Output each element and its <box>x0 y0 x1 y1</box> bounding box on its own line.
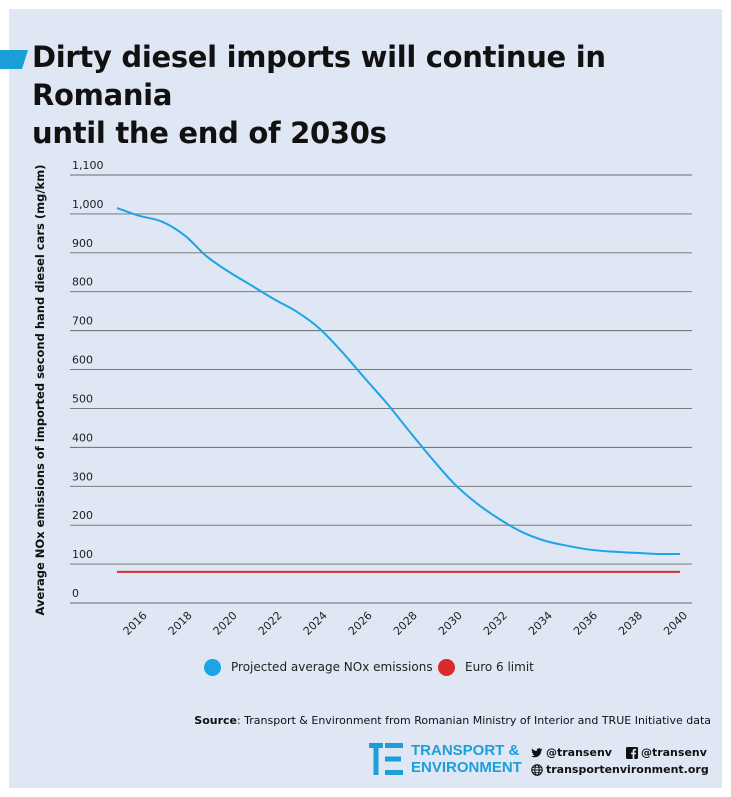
line-chart: 0 100 200 300 400 500 600 700 800 900 1,000 1,100 20… <box>70 159 692 638</box>
x-tick-label: 2038 <box>616 609 645 638</box>
website-link[interactable]: transportenvironment.org <box>546 763 709 776</box>
title-line-1: Dirty diesel imports will continue in Ro… <box>32 40 606 112</box>
x-tick-label: 2016 <box>121 609 150 638</box>
brand-logo: TRANSPORT & ENVIRONMENT <box>369 742 522 776</box>
chart-title: Dirty diesel imports will continue in Ro… <box>32 38 712 152</box>
social-links: @transenv @transenv transportenvironment… <box>531 744 709 778</box>
x-tick-label: 2032 <box>481 609 510 638</box>
legend-item-euro6: Euro 6 limit <box>438 657 534 677</box>
y-tick-label: 800 <box>72 276 93 289</box>
x-tick-label: 2020 <box>211 609 240 638</box>
y-tick-label: 900 <box>72 237 93 250</box>
x-tick-label: 2030 <box>436 609 465 638</box>
y-tick-label: 600 <box>72 354 93 367</box>
y-tick-label: 400 <box>72 431 93 444</box>
facebook-handle[interactable]: @transenv <box>640 746 707 759</box>
legend-label-euro6: Euro 6 limit <box>465 660 534 674</box>
x-tick-label: 2018 <box>166 609 195 638</box>
x-tick-label: 2036 <box>571 609 600 638</box>
twitter-icon <box>531 747 543 757</box>
y-tick-label: 1,000 <box>72 198 104 211</box>
legend-label-projected: Projected average NOx emissions <box>231 660 433 674</box>
y-tick-label: 200 <box>72 509 93 522</box>
title-line-2: until the end of 2030s <box>32 116 387 150</box>
x-tick-label: 2026 <box>346 609 375 638</box>
twitter-handle[interactable]: @transenv <box>546 746 612 759</box>
source-text: : Transport & Environment from Romanian … <box>236 714 711 727</box>
facebook-icon <box>625 746 638 759</box>
globe-icon <box>531 763 543 776</box>
x-tick-label: 2040 <box>661 609 690 638</box>
legend-dot-projected-icon <box>204 658 221 676</box>
x-tick-label: 2028 <box>391 609 420 638</box>
legend-dot-euro6-icon <box>438 658 455 676</box>
series-line-projected <box>116 207 681 556</box>
y-tick-label: 500 <box>72 392 93 405</box>
y-tick-label: 1,100 <box>72 159 104 172</box>
legend-item-projected: Projected average NOx emissions <box>204 657 433 677</box>
x-tick-label: 2022 <box>256 609 285 638</box>
source-note: Source: Transport & Environment from Rom… <box>194 714 711 727</box>
y-tick-label: 700 <box>72 315 93 328</box>
x-tick-label: 2024 <box>301 609 330 638</box>
x-tick-label: 2034 <box>526 609 555 638</box>
y-tick-label: 300 <box>72 470 93 483</box>
chart-card <box>9 9 722 788</box>
y-tick-label: 100 <box>72 548 93 561</box>
title-marker-icon <box>0 50 28 69</box>
brand-line-1: TRANSPORT & <box>411 742 520 759</box>
brand-line-2: ENVIRONMENT <box>411 759 522 776</box>
source-label: Source <box>194 714 237 727</box>
te-logo-icon <box>369 743 403 775</box>
y-tick-label: 0 <box>72 587 79 600</box>
